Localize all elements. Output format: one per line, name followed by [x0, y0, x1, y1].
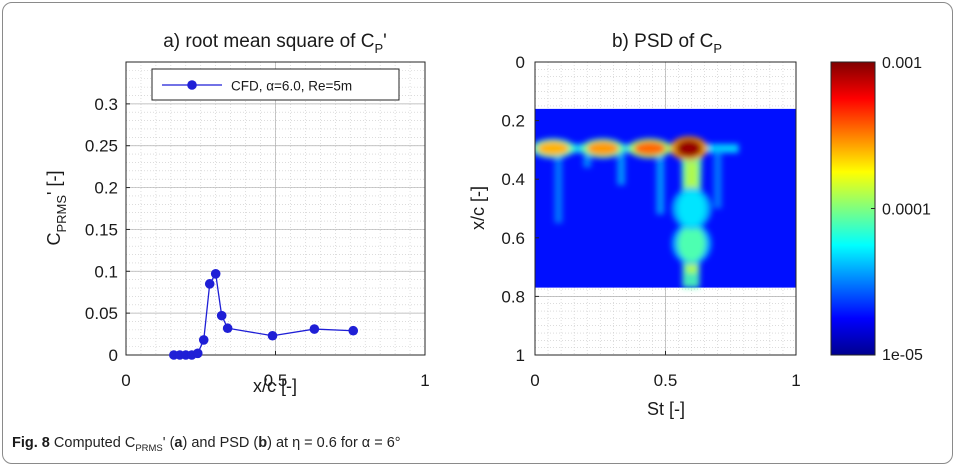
legend-entry-label: CFD, α=6.0, Re=5m [231, 79, 352, 94]
chart-a-series [169, 268, 359, 360]
y-tick-label: 0.05 [85, 304, 118, 323]
chart-a-title: a) root mean square of CP' [163, 31, 387, 56]
x-tick-label: 0.5 [654, 371, 678, 390]
data-point [222, 323, 233, 334]
colorbar-tick-label: 0.001 [882, 55, 922, 72]
caption-label: Fig. 8 [12, 435, 50, 451]
chart-b-ylabel: x/c [-] [468, 186, 488, 230]
colorbar-gradient [830, 61, 876, 356]
data-point [192, 348, 203, 359]
heatmap-hotspot [677, 225, 706, 262]
chart-a-legend: CFD, α=6.0, Re=5m [151, 68, 400, 101]
chart-b-xlabel: St [-] [647, 399, 685, 419]
colorbar-tick-label: 0.0001 [882, 202, 931, 219]
chart-a-ticks: 0 0.5 1 0 0.05 0.1 0.15 0.2 0.25 0.3 [85, 95, 430, 390]
y-tick-label: 0.15 [85, 220, 118, 239]
data-point [348, 325, 359, 336]
data-point [267, 330, 278, 341]
x-tick-label: 1 [420, 371, 429, 390]
heatmap-side-streak [617, 149, 626, 186]
colorbar: 0.001 0.0001 1e-05 [830, 55, 931, 364]
legend-marker [187, 80, 197, 90]
heatmap-hotspot [537, 141, 570, 156]
chart-b-heatmap [535, 108, 796, 288]
x-tick-label: 0.5 [264, 371, 288, 390]
figure-caption: Fig. 8 Computed CPRMS' (a) and PSD (b) a… [12, 435, 401, 454]
y-tick-label: 0.2 [501, 112, 525, 131]
heatmap-side-streak [713, 149, 722, 209]
y-tick-label: 0.3 [94, 95, 118, 114]
chart-a-ylabel: CPRMS' [-] [44, 171, 69, 246]
caption-b: b [258, 435, 268, 451]
heatmap-hotspot [633, 141, 666, 156]
y-tick-label: 0.25 [85, 137, 118, 156]
x-tick-label: 0 [530, 371, 539, 390]
colorbar-ticks: 0.001 0.0001 1e-05 [871, 55, 931, 364]
data-point [204, 279, 215, 289]
chart-b-title: b) PSD of CP [612, 31, 722, 56]
data-point [309, 324, 320, 334]
chart-a: 0 0.5 1 0 0.05 0.1 0.15 0.2 0.25 0.3 a) root mean… [44, 31, 430, 396]
caption-text-2: ' ( [162, 435, 175, 451]
heatmap-side-streak [583, 149, 592, 168]
data-point [198, 335, 209, 345]
data-point [210, 268, 221, 279]
x-tick-label: 1 [791, 371, 800, 390]
heatmap-hotspot [586, 141, 619, 156]
heatmap-field [535, 136, 739, 288]
caption-sub: PRMS [135, 442, 163, 454]
colorbar-tick-label: 1e-05 [882, 347, 923, 364]
y-tick-label: 0 [516, 53, 525, 72]
y-tick-label: 0.8 [501, 287, 525, 306]
caption-a: a [174, 435, 183, 451]
heatmap-side-streak [554, 149, 563, 224]
y-tick-label: 0.1 [94, 262, 118, 281]
caption-text-4: ) at η = 0.6 for α = 6° [267, 435, 401, 451]
data-point [216, 310, 227, 321]
chart-b: 0 0.5 100.20.40.60.81 b) PSD of CP St [-] … [468, 31, 801, 419]
heatmap-hotspot [675, 139, 702, 158]
caption-text-1: Computed C [49, 435, 136, 451]
chart-a-xlabel: x/c [-] [253, 376, 297, 396]
y-tick-label: 0.2 [94, 179, 118, 198]
heatmap-background [535, 108, 796, 288]
y-tick-label: 0.4 [501, 170, 525, 189]
chart-b-ticks: 0 0.5 100.20.40.60.81 [501, 53, 800, 390]
heatmap-hotspot [677, 190, 706, 227]
x-tick-label: 0 [121, 371, 130, 390]
legend-box [151, 68, 400, 101]
caption-text-3: ) and PSD ( [182, 435, 259, 451]
heatmap-side-streak [656, 149, 665, 215]
y-tick-label: 0 [109, 346, 118, 365]
y-tick-label: 0.6 [501, 229, 525, 248]
y-tick-label: 1 [516, 346, 525, 365]
figure-frame [2, 2, 953, 464]
